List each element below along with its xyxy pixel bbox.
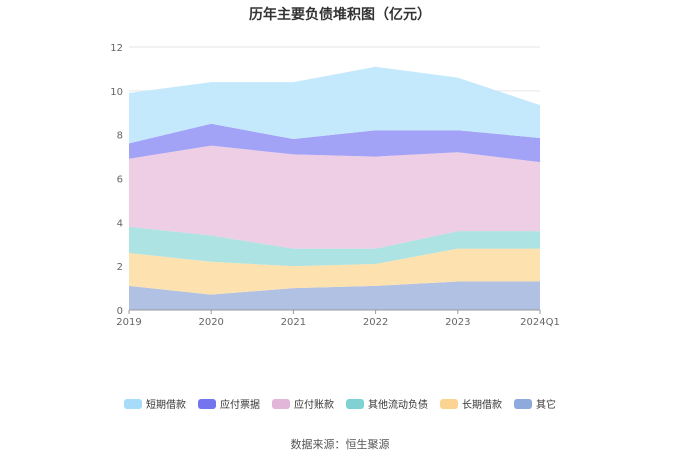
legend-item[interactable]: 其它 bbox=[514, 396, 556, 411]
stacked-area-chart: 0 2 4 6 8 10 12 2019 2020 2021 2022 2023 2024Q1 bbox=[110, 43, 560, 328]
y-tick-label: 12 bbox=[110, 43, 123, 54]
x-tick-label: 2019 bbox=[116, 317, 141, 328]
legend-swatch bbox=[346, 398, 364, 409]
legend-label: 其它 bbox=[536, 400, 556, 411]
chart-title: 历年主要负债堆积图（亿元） bbox=[249, 7, 431, 23]
legend-swatch bbox=[124, 398, 142, 409]
x-tick-label: 2024Q1 bbox=[520, 317, 560, 328]
legend-item[interactable]: 长期借款 bbox=[440, 396, 502, 411]
legend-label: 应付票据 bbox=[220, 400, 260, 411]
data-source-note: 数据来源：恒生聚源 bbox=[290, 438, 390, 451]
legend-swatch bbox=[272, 398, 290, 409]
y-tick-label: 0 bbox=[117, 306, 123, 317]
y-tick-label: 4 bbox=[117, 218, 123, 229]
legend-item[interactable]: 应付账款 bbox=[272, 396, 334, 411]
legend-swatch bbox=[198, 398, 216, 409]
area-series-其他流动负债 bbox=[129, 226, 540, 267]
x-tick-label: 2022 bbox=[363, 317, 388, 328]
legend-label: 长期借款 bbox=[462, 400, 502, 411]
area-series-短期借款 bbox=[129, 66, 540, 144]
x-tick-label: 2021 bbox=[281, 317, 306, 328]
chart-legend: 短期借款 应付票据 应付账款 其他流动负债 长期借款 其它 bbox=[0, 396, 680, 411]
x-tick-label: 2023 bbox=[445, 317, 470, 328]
legend-swatch bbox=[440, 398, 458, 409]
area-series-长期借款 bbox=[129, 248, 540, 295]
legend-label: 短期借款 bbox=[146, 400, 186, 411]
y-tick-label: 8 bbox=[117, 131, 123, 142]
area-series-其它 bbox=[129, 281, 540, 310]
legend-item[interactable]: 短期借款 bbox=[124, 396, 186, 411]
y-tick-label: 6 bbox=[117, 175, 123, 186]
x-tick-label: 2020 bbox=[198, 317, 223, 328]
y-tick-label: 10 bbox=[110, 87, 123, 98]
legend-label: 其他流动负债 bbox=[368, 400, 428, 411]
legend-item[interactable]: 应付票据 bbox=[198, 396, 260, 411]
legend-label: 应付账款 bbox=[294, 400, 334, 411]
legend-swatch bbox=[514, 398, 532, 409]
legend-item[interactable]: 其他流动负债 bbox=[346, 396, 428, 411]
area-series-应付票据 bbox=[129, 123, 540, 163]
y-tick-label: 2 bbox=[117, 262, 123, 273]
area-series-应付账款 bbox=[129, 145, 540, 249]
